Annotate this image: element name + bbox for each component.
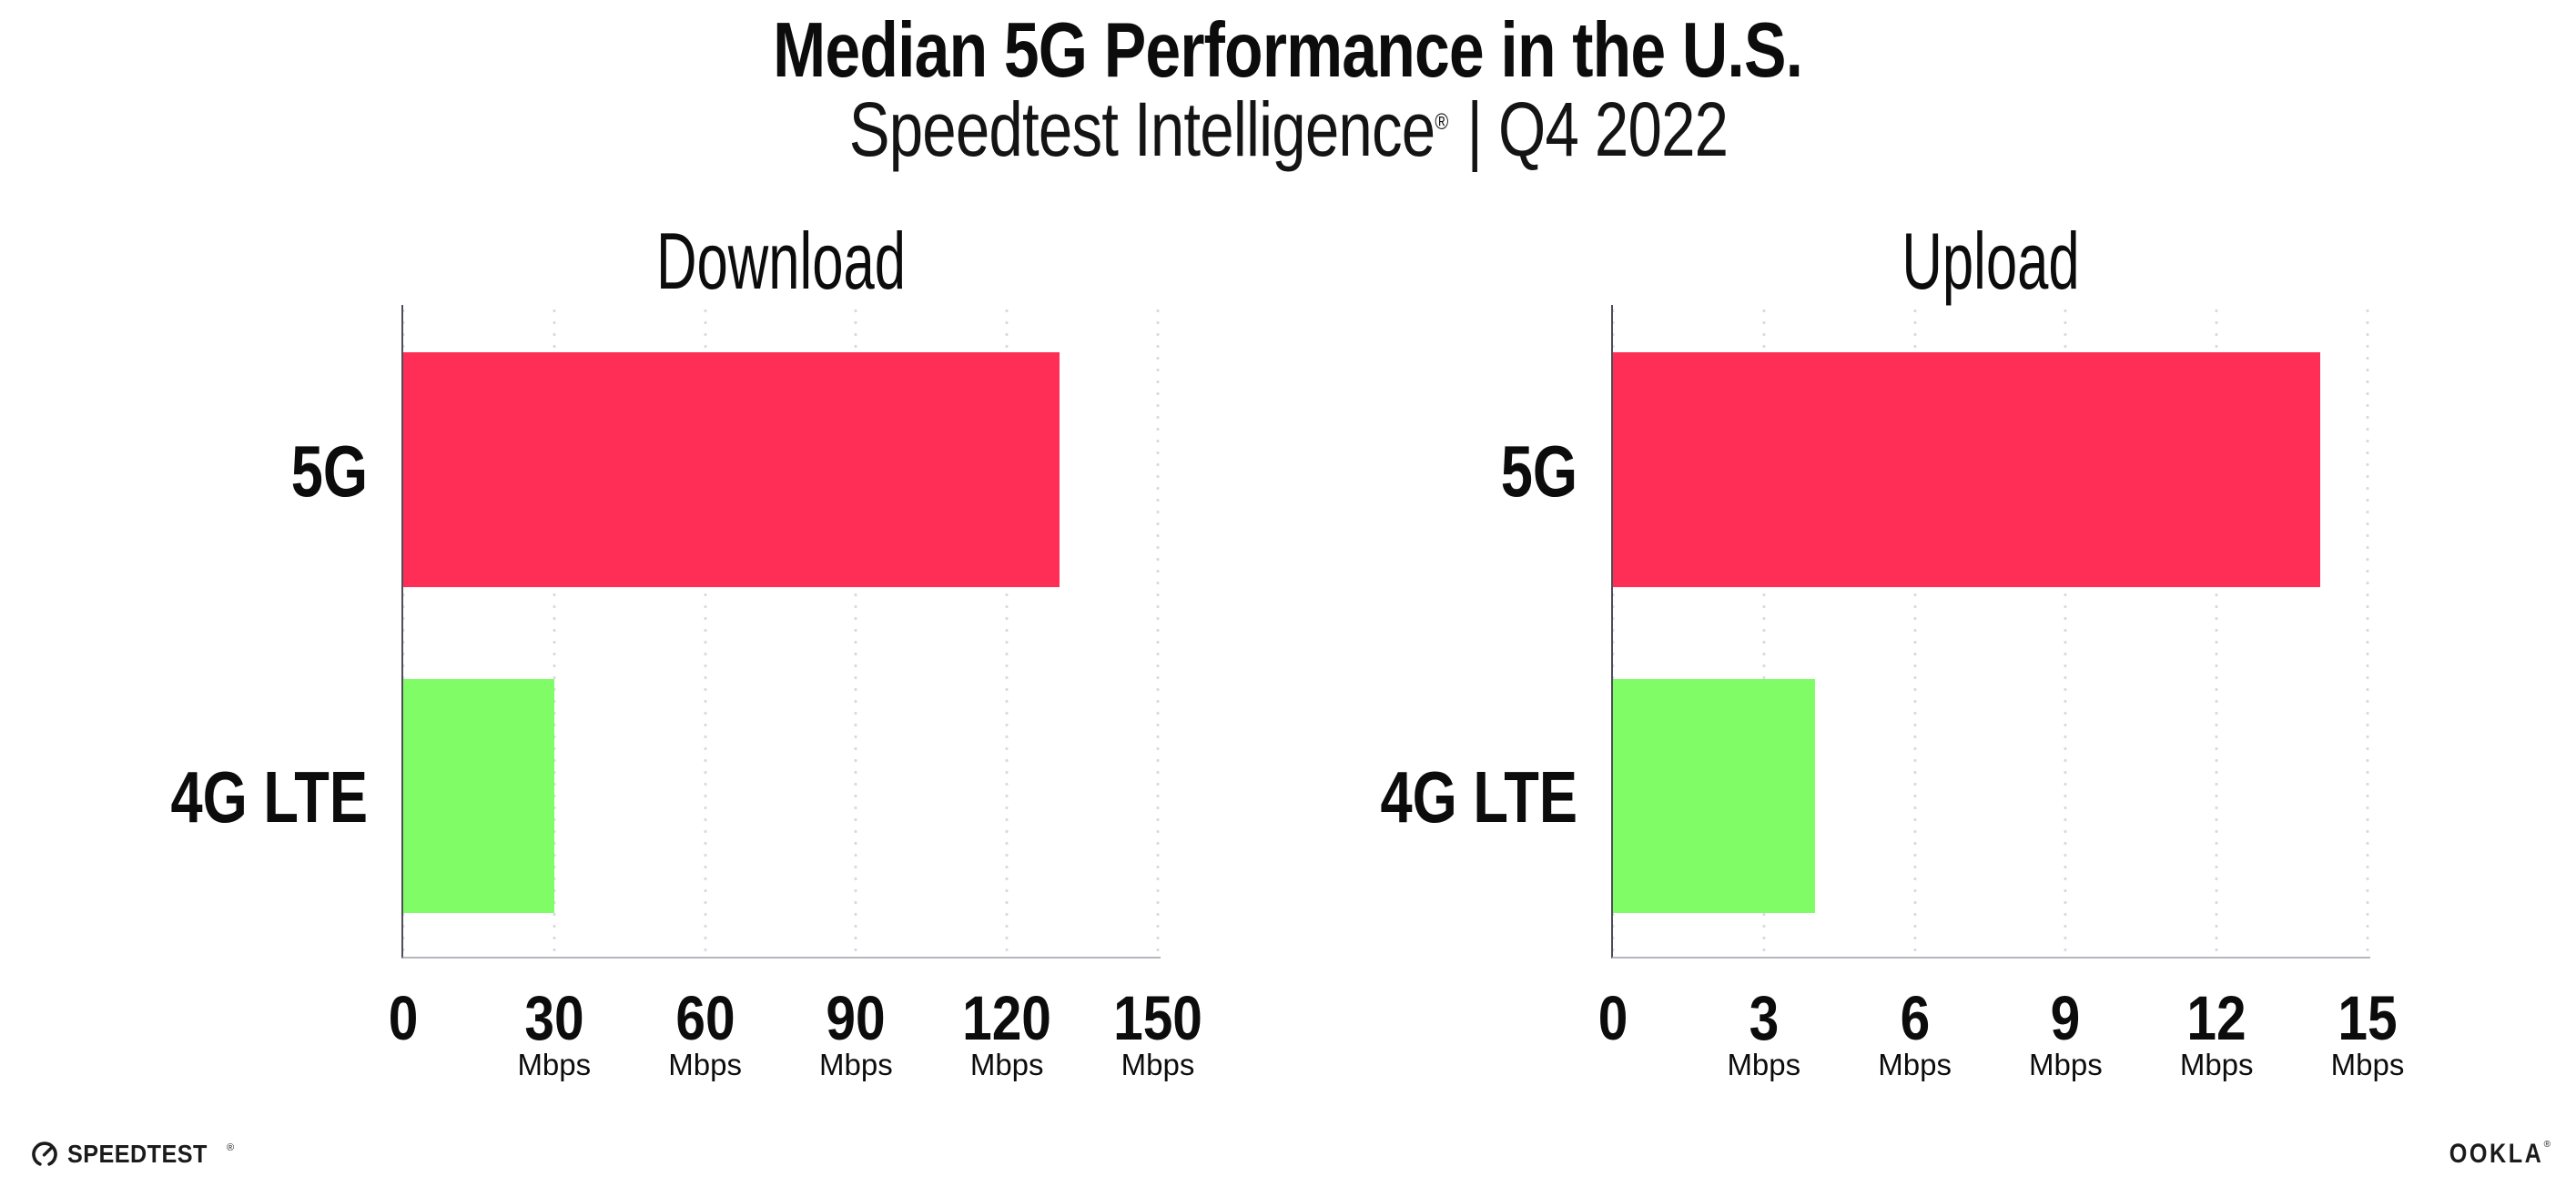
subtitle-period: | Q4 2022 [1466,86,1729,172]
registered-trademark-symbol: ® [1434,109,1448,135]
category-label-4g-lte: 4G LTE [170,756,368,837]
page-subtitle-text: Speedtest Intelligence® | Q4 2022 [848,91,1728,167]
category-label-5g: 5G [1500,431,1577,512]
page-subtitle: Speedtest Intelligence® | Q4 2022 [0,91,2576,167]
gridline [553,305,556,957]
ookla-wordmark: OOKLA [2449,1139,2544,1169]
x-tick: 150 Mbps [1113,983,1202,1081]
ookla-registered-mark: ® [2543,1140,2551,1150]
x-tick: 15 Mbps [2330,983,2405,1081]
x-tick: 120 Mbps [962,983,1052,1081]
gridline [2064,305,2067,957]
x-tick: 0 [388,983,419,1053]
bar-4g-lte-upload [1613,679,1815,913]
x-tick: 90 Mbps [819,983,893,1081]
x-tick: 30 Mbps [517,983,592,1081]
gridline [1611,305,1615,957]
speedtest-wordmark: SPEEDTEST [67,1140,208,1168]
speedtest-registered-mark: ® [226,1142,235,1153]
x-tick: 60 Mbps [668,983,742,1081]
category-label-4g-lte: 4G LTE [1380,756,1577,837]
gridline [1156,305,1160,957]
bar-5g-download [403,352,1060,587]
x-tick: 12 Mbps [2179,983,2254,1081]
bar-5g-upload [1613,352,2320,587]
page-title: Median 5G Performance in the U.S. [0,12,2576,89]
x-tick: 0 [1597,983,1628,1053]
gridline [401,305,405,957]
speedtest-gauge-icon [32,1141,57,1166]
page-title-text: Median 5G Performance in the U.S. [773,7,1803,94]
gridline [1005,305,1009,957]
ookla-logo: OOKLA ® [2431,1139,2551,1170]
upload-chart-title: Upload [1902,216,2080,306]
upload-plot-area [1611,305,2370,959]
x-tick: 6 Mbps [1878,983,1952,1081]
download-chart-title: Download [656,216,906,306]
gridline [1913,305,1917,957]
category-label-5g: 5G [290,431,368,512]
gridline [704,305,707,957]
bar-4g-lte-download [403,679,555,913]
speedtest-logo: SPEEDTEST ® [30,1140,234,1169]
subtitle-brand: Speedtest Intelligence [848,86,1435,172]
gridline [2215,305,2218,957]
gridline [854,305,857,957]
download-plot-area [401,305,1161,959]
gridline [2366,305,2369,957]
x-tick: 9 Mbps [2029,983,2103,1081]
gridline [1762,305,1766,957]
x-tick: 3 Mbps [1727,983,1801,1081]
